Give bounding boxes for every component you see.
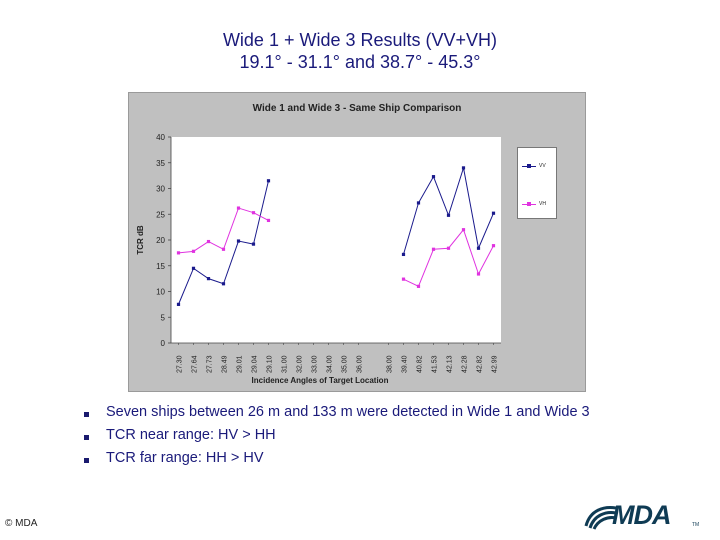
series-vv-point (401, 252, 406, 257)
series-vv-point (176, 302, 181, 306)
x-tick-label: 28.49 (222, 355, 229, 373)
x-tick-label: 29.10 (267, 355, 274, 373)
chart-area: Wide 1 and Wide 3 - Same Ship Comparison… (128, 92, 586, 392)
series-vh-point (176, 251, 181, 255)
y-tick-label: 0 (161, 339, 166, 348)
x-tick-label: 29.01 (237, 355, 244, 373)
series-vh-point (221, 247, 226, 251)
x-tick-label: 41.53 (432, 355, 439, 373)
bullet-square-icon (84, 435, 89, 440)
mda-swoosh-icon (584, 506, 617, 530)
mda-logo: MDA TM (582, 500, 700, 532)
series-vh-point (236, 206, 241, 210)
series-vh-point (401, 277, 406, 281)
y-tick-label: 10 (156, 288, 165, 297)
series-vv-point (416, 201, 421, 205)
series-vh-point (431, 247, 436, 251)
series-vh-point (251, 211, 256, 215)
x-tick-label: 36.00 (357, 355, 364, 373)
chart-title: Wide 1 and Wide 3 - Same Ship Comparison (252, 103, 462, 114)
bullet-square-icon (84, 412, 89, 417)
y-tick-label: 5 (161, 313, 166, 322)
x-tick-label: 40.82 (417, 355, 424, 373)
y-axis-label: TCR dB (136, 225, 145, 255)
x-tick-label: 42.13 (447, 355, 454, 373)
chart-legend: VV VH (517, 147, 557, 219)
plot-background (171, 137, 501, 343)
copyright-notice: © MDA (5, 518, 38, 529)
bullet-text: TCR near range: HV > HH (106, 427, 276, 443)
x-tick-label: 32.00 (297, 355, 304, 373)
bullet-text: TCR far range: HH > HV (106, 450, 264, 466)
series-vv-point (236, 239, 241, 243)
series-vh-point (206, 239, 211, 244)
y-tick-label: 15 (156, 262, 165, 271)
series-vv-point (476, 246, 481, 250)
x-tick-label: 27.73 (207, 355, 214, 373)
x-tick-label: 42.28 (462, 355, 469, 373)
y-tick-label: 25 (156, 210, 165, 219)
legend-label-vv: VV (539, 163, 546, 169)
x-tick-label: 42.99 (492, 355, 499, 373)
series-vh-point (191, 249, 196, 253)
x-tick-label: 39.40 (402, 355, 409, 373)
y-tick-label: 30 (156, 185, 165, 194)
series-vv-point (206, 277, 211, 281)
bullet-square-icon (84, 458, 89, 463)
series-vv-point (266, 179, 271, 183)
series-vv-point (446, 213, 451, 217)
x-tick-label: 29.04 (252, 355, 259, 373)
x-tick-label: 31.00 (282, 355, 289, 373)
y-tick-label: 35 (156, 159, 165, 168)
x-tick-label: 34.00 (327, 355, 334, 373)
series-vh-point (461, 228, 466, 232)
y-tick-label: 20 (156, 236, 165, 245)
slide-title: Wide 1 + Wide 3 Results (VV+VH) (222, 30, 498, 50)
y-tick-label: 40 (156, 133, 165, 142)
logo-wordmark: MDA (612, 500, 671, 530)
bullet-text: Seven ships between 26 m and 133 m were … (106, 404, 590, 420)
legend-label-vh: VH (539, 201, 546, 207)
series-vh-point (266, 218, 271, 223)
logo-trademark: TM (692, 522, 700, 528)
x-tick-label: 33.00 (312, 355, 319, 373)
chart-plot: 0 5 10 15 20 25 30 35 40 27.30 27.64 27.73 28.49 29.0… (136, 133, 501, 385)
series-vv-point (431, 175, 436, 179)
x-tick-label: 27.64 (192, 355, 199, 373)
x-tick-label: 27.30 (177, 355, 184, 373)
series-vv-point (491, 211, 496, 215)
legend-entry-vh: VH (522, 200, 556, 210)
series-vv-point (191, 266, 196, 270)
legend-entry-vv: VV (522, 162, 556, 172)
series-vh-point (476, 272, 481, 276)
slide-subtitle: 19.1° - 31.1° and 38.7° - 45.3° (239, 52, 481, 72)
series-vv-point (251, 242, 256, 246)
series-vh-point (446, 246, 451, 250)
series-vv-point (461, 166, 466, 170)
x-axis-label: Incidence Angles of Target Location (252, 376, 389, 385)
series-vh-point (491, 244, 496, 248)
series-vv-point (221, 282, 226, 286)
x-tick-label: 35.00 (342, 355, 349, 373)
x-tick-label: 38.00 (387, 355, 394, 373)
x-tick-label: 42.82 (477, 355, 484, 373)
series-vh-point (416, 284, 421, 288)
